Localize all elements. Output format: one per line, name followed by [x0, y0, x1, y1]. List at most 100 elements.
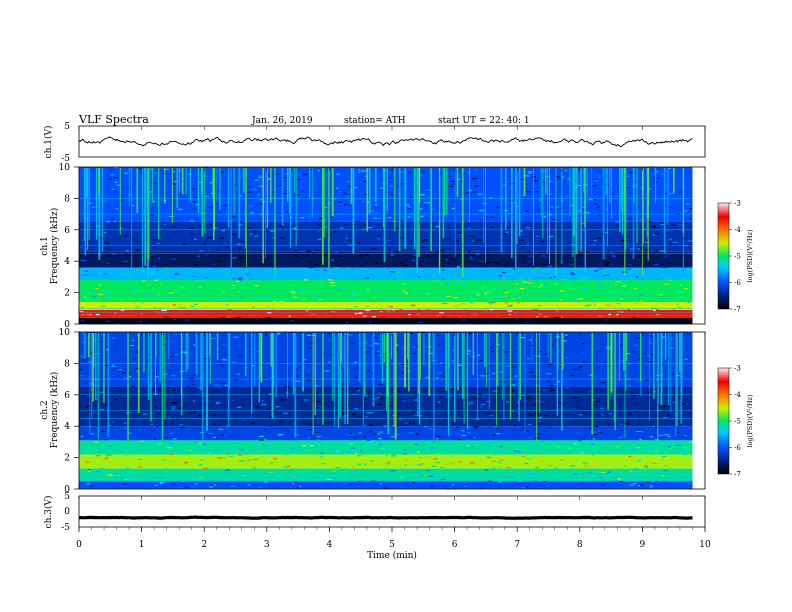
spectrogram-speckle — [410, 332, 414, 335]
spectrogram-speckle — [137, 466, 142, 468]
spectrogram-speckle — [495, 262, 499, 264]
sferic-streak — [649, 333, 650, 422]
spectrogram-speckle — [521, 442, 524, 445]
spectrogram-speckle — [173, 318, 177, 321]
spectrogram-speckle — [356, 242, 359, 244]
spectrogram-speckle — [188, 173, 191, 175]
spectrogram-speckle — [506, 286, 509, 288]
spectrogram-speckle — [527, 413, 531, 415]
spectrogram-speckle — [263, 444, 268, 447]
spectrogram-speckle — [661, 456, 667, 458]
spectrogram-speckle — [588, 304, 592, 306]
sferic-streak — [161, 333, 164, 443]
sferic-streak — [524, 333, 526, 433]
spectrogram-speckle — [273, 300, 277, 302]
spectrogram-speckle — [525, 430, 529, 432]
spectrogram-speckle — [579, 414, 583, 416]
spectrogram-speckle — [213, 263, 216, 265]
sferic-streak — [461, 168, 464, 278]
sferic-streak — [366, 168, 368, 232]
xtick-label: 4 — [327, 540, 333, 550]
spectrogram-speckle — [482, 183, 487, 185]
spectrogram-speckle — [546, 380, 551, 382]
spectrogram-speckle — [585, 251, 590, 253]
spectrogram-speckle — [123, 235, 128, 237]
spectrogram-speckle — [581, 470, 586, 473]
spectrogram-speckle — [465, 446, 469, 448]
spectrogram-speckle — [124, 439, 129, 441]
spectrogram-speckle — [406, 204, 411, 207]
spectrogram-speckle — [655, 304, 659, 306]
spectrogram-speckle — [360, 480, 364, 482]
spectrogram-speckle — [119, 199, 124, 201]
spectrogram-speckle — [435, 461, 441, 464]
spectrogram-speckle — [93, 295, 98, 298]
spectrogram-speckle — [366, 288, 370, 291]
spectrogram-speckle — [99, 468, 104, 470]
spectrogram-speckle — [364, 390, 367, 392]
spectrogram-speckle — [461, 434, 466, 437]
spectrogram-speckle — [104, 457, 109, 460]
spectrogram-speckle — [437, 344, 440, 346]
spectrogram-speckle — [158, 293, 162, 295]
sferic-streak — [228, 333, 231, 389]
spectrogram-speckle — [270, 309, 275, 311]
spectrogram-speckle — [371, 316, 376, 318]
ch3-ytick-mid: 0 — [64, 507, 70, 517]
spectrogram-speckle — [355, 221, 359, 223]
spectrogram-speckle — [366, 439, 371, 442]
sferic-streak — [443, 168, 446, 216]
spectrogram-speckle — [110, 169, 115, 171]
spectrogram-speckle — [238, 279, 243, 281]
spectrogram-speckle — [111, 364, 115, 366]
spectrogram-speckle — [304, 191, 308, 193]
sferic-streak — [292, 333, 295, 395]
spectrogram-speckle — [681, 403, 686, 405]
spectrogram-speckle — [160, 238, 163, 241]
spectrogram-speckle — [141, 301, 144, 304]
spectrogram-speckle — [340, 257, 344, 259]
spectrogram-speckle — [112, 439, 115, 441]
spectrogram-speckle — [264, 334, 267, 336]
spectrogram-speckle — [135, 224, 140, 226]
spectrogram-speckle — [238, 195, 242, 197]
spectrogram-speckle — [294, 297, 299, 299]
spectrogram-speckle — [583, 287, 587, 289]
spectrogram-speckle — [429, 447, 435, 449]
spectrogram-speckle — [219, 364, 225, 366]
spectrogram-speckle — [361, 170, 365, 172]
spectrogram-speckle — [659, 302, 665, 304]
spectrogram-speckle — [347, 244, 353, 246]
ch1-ytick-bottom: -5 — [61, 154, 70, 164]
spectrogram-speckle — [265, 446, 269, 448]
spectrogram-speckle — [465, 192, 471, 194]
spectrogram-speckle — [177, 307, 181, 309]
spectrogram-speckle — [162, 459, 167, 461]
spectrogram-speckle — [227, 309, 232, 311]
spectrogram-speckle — [80, 319, 85, 321]
sferic-streak — [518, 168, 521, 237]
sferic-streak — [350, 168, 353, 205]
spectrogram-speckle — [120, 280, 126, 282]
spectrogram-speckle — [233, 473, 236, 475]
spectrogram-speckle — [124, 455, 130, 457]
spectrogram-speckle — [439, 283, 444, 285]
spectrogram-speckle — [136, 249, 141, 251]
spectrogram-speckle — [470, 235, 475, 237]
spectrogram-speckle — [336, 173, 341, 175]
spectrogram-speckle — [507, 212, 511, 215]
xtick-label: 2 — [201, 540, 207, 550]
spectrogram-speckle — [458, 364, 462, 366]
spectrogram-speckle — [578, 298, 583, 300]
spectrogram-speckle — [158, 216, 162, 218]
spectrogram-speckle — [440, 478, 446, 480]
spectrogram-speckle — [184, 450, 188, 453]
spectrogram-speckle — [496, 214, 499, 216]
spectrogram-speckle — [567, 198, 570, 200]
spectrogram-speckle — [675, 444, 681, 447]
spectrogram-speckle — [456, 266, 460, 268]
spectrogram-speckle — [628, 455, 632, 458]
spectrogram-speckle — [387, 192, 391, 194]
spectrogram-speckle — [421, 171, 425, 173]
spectrogram-speckle — [541, 263, 545, 266]
